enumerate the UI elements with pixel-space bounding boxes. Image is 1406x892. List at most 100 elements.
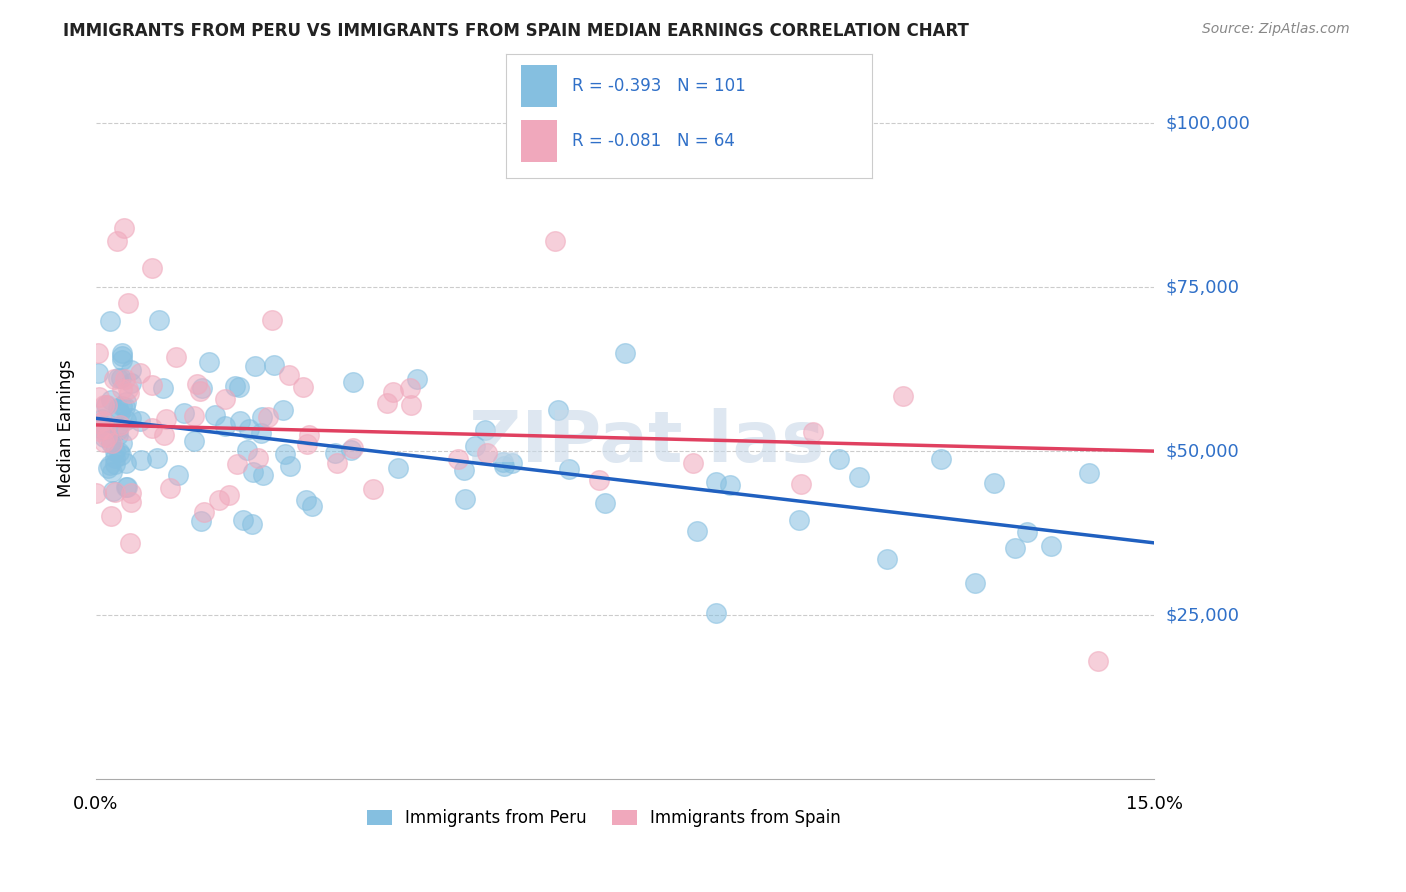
Point: [108, 406, 131, 420]
FancyBboxPatch shape: [520, 65, 557, 107]
Point: [252, 467, 274, 482]
Point: [165, 350, 187, 364]
Point: [114, 401, 136, 415]
Point: [96, 430, 118, 444]
Point: [107, 371, 129, 385]
Point: [91, 412, 114, 426]
Point: [183, 434, 205, 448]
Point: [104, 485, 127, 500]
Point: [1017, 524, 1039, 539]
Point: [827, 451, 849, 466]
Point: [929, 452, 952, 467]
Point: [682, 456, 704, 470]
Point: [93, 398, 115, 412]
Point: [104, 457, 127, 471]
Point: [146, 451, 169, 466]
Point: [292, 380, 315, 394]
Point: [342, 375, 364, 389]
Point: [876, 552, 898, 566]
Text: R = -0.081   N = 64: R = -0.081 N = 64: [572, 132, 735, 150]
Point: [198, 355, 221, 369]
Point: [183, 409, 205, 423]
Point: [387, 461, 409, 475]
Point: [263, 358, 285, 372]
Point: [295, 436, 318, 450]
Point: [983, 476, 1005, 491]
Point: [242, 465, 264, 479]
Point: [129, 366, 152, 380]
Point: [105, 420, 128, 434]
Point: [298, 427, 321, 442]
Point: [129, 414, 152, 428]
Point: [375, 396, 398, 410]
Point: [97, 461, 120, 475]
Point: [475, 445, 498, 459]
Text: ZIPat las: ZIPat las: [468, 408, 824, 476]
Point: [848, 470, 870, 484]
Point: [153, 428, 176, 442]
Point: [501, 456, 523, 470]
Point: [704, 606, 727, 620]
Point: [101, 436, 124, 450]
Point: [93, 418, 115, 433]
Point: [110, 345, 132, 359]
Point: [105, 235, 128, 249]
Text: $100,000: $100,000: [1166, 114, 1250, 132]
Point: [120, 536, 142, 550]
Text: Source: ZipAtlas.com: Source: ZipAtlas.com: [1202, 22, 1350, 37]
Point: [152, 381, 174, 395]
Point: [238, 422, 260, 436]
Point: [117, 383, 139, 397]
Point: [110, 353, 132, 368]
Point: [89, 390, 111, 404]
Point: [86, 346, 108, 360]
Point: [110, 399, 132, 413]
Point: [326, 456, 349, 470]
Point: [595, 496, 617, 510]
Point: [141, 260, 163, 275]
Point: [91, 423, 114, 437]
Point: [120, 363, 142, 377]
Point: [1078, 466, 1101, 480]
Point: [250, 426, 273, 441]
Point: [141, 378, 163, 392]
Point: [686, 524, 709, 538]
Point: [891, 388, 914, 402]
Point: [214, 419, 236, 434]
Point: [262, 313, 284, 327]
Point: [787, 513, 810, 527]
FancyBboxPatch shape: [520, 120, 557, 162]
Point: [98, 458, 121, 472]
Point: [188, 384, 211, 398]
Point: [110, 448, 132, 462]
Point: [208, 493, 231, 508]
Point: [474, 423, 496, 437]
Legend: Immigrants from Peru, Immigrants from Spain: Immigrants from Peru, Immigrants from Sp…: [360, 803, 848, 834]
Point: [86, 416, 108, 430]
Point: [381, 385, 404, 400]
Point: [107, 423, 129, 437]
Point: [101, 484, 124, 499]
Point: [240, 517, 263, 532]
Point: [232, 513, 254, 527]
Point: [190, 514, 212, 528]
Y-axis label: Median Earnings: Median Earnings: [58, 359, 75, 497]
Point: [98, 314, 121, 328]
Point: [173, 406, 195, 420]
Point: [294, 493, 316, 508]
Point: [86, 485, 108, 500]
Point: [104, 450, 127, 465]
Point: [111, 349, 134, 363]
Text: $50,000: $50,000: [1166, 442, 1239, 460]
Text: R = -0.393   N = 101: R = -0.393 N = 101: [572, 77, 745, 95]
Point: [204, 408, 226, 422]
Point: [110, 371, 132, 385]
Point: [148, 313, 170, 327]
Point: [228, 380, 250, 394]
Point: [112, 221, 135, 235]
Text: $75,000: $75,000: [1166, 278, 1240, 296]
Point: [111, 382, 134, 396]
Point: [492, 458, 515, 473]
Point: [492, 455, 515, 469]
Point: [101, 465, 124, 479]
